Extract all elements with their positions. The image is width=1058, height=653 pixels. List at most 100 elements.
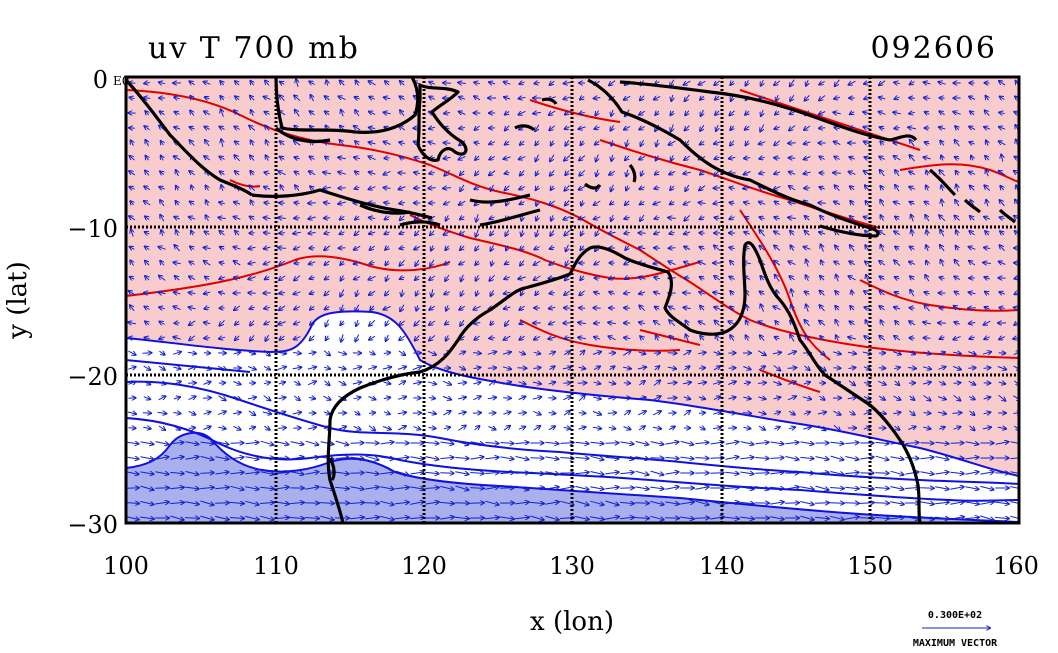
- wind-vector: [475, 245, 479, 250]
- wind-vector: [746, 140, 749, 146]
- wind-vector: [759, 187, 766, 190]
- wind-vector: [789, 125, 796, 131]
- wind-vector: [517, 368, 527, 369]
- wind-vector: [910, 82, 915, 85]
- wind-vector: [684, 232, 691, 234]
- wind-vector: [849, 172, 856, 175]
- wind-vector: [248, 293, 256, 294]
- wind-vector: [580, 97, 584, 100]
- wind-vector: [667, 353, 677, 354]
- wind-vector: [535, 124, 540, 131]
- wind-vector: [355, 141, 359, 145]
- wind-vector: [566, 244, 569, 252]
- wind-vector: [700, 141, 704, 144]
- wind-vector: [999, 81, 1006, 86]
- wind-vector: [487, 368, 496, 369]
- wind-vector: [249, 185, 256, 191]
- wind-vector: [821, 260, 823, 266]
- wind-vector: [369, 97, 375, 99]
- wind-vector: [280, 141, 285, 145]
- wind-vector: [715, 111, 719, 115]
- wind-vector: [579, 169, 586, 175]
- wind-vector: [293, 232, 301, 233]
- wind-vector: [550, 247, 555, 249]
- wind-vector: [927, 230, 928, 236]
- wind-vector: [641, 170, 643, 175]
- wind-vector: [910, 140, 915, 147]
- wind-vector: [369, 128, 376, 129]
- wind-vector: [340, 261, 344, 265]
- wind-vector: [534, 260, 541, 265]
- wind-vector: [476, 229, 479, 236]
- wind-vector: [350, 443, 364, 444]
- wind-vector: [671, 94, 672, 101]
- chart-title: uv T 700 mb: [148, 31, 360, 66]
- wind-vector: [142, 353, 152, 354]
- wind-vector: [910, 202, 915, 205]
- wind-vector: [849, 157, 855, 159]
- wind-vector: [504, 97, 511, 99]
- wind-vector: [472, 413, 481, 414]
- wind-vector: [624, 96, 631, 100]
- wind-vector: [971, 156, 973, 161]
- wind-vector: [534, 83, 540, 84]
- wind-vector: [206, 186, 209, 191]
- wind-vector: [955, 126, 959, 130]
- wind-vector: [594, 98, 601, 99]
- wind-vector: [850, 216, 855, 220]
- wind-vector: [189, 217, 196, 219]
- wind-vector: [700, 124, 704, 131]
- wind-vector: [911, 230, 912, 237]
- wind-vector: [969, 172, 976, 175]
- wind-vector: [536, 215, 538, 220]
- wind-vector: [820, 216, 824, 221]
- date-stamp: 092606: [870, 31, 997, 66]
- wind-vector: [834, 157, 840, 160]
- wind-vector: [863, 127, 871, 129]
- wind-vector: [249, 126, 256, 131]
- wind-vector: [144, 126, 150, 130]
- wind-vector: [354, 277, 361, 280]
- wind-vector: [265, 112, 270, 115]
- wind-vector: [790, 112, 795, 114]
- wind-vector: [399, 232, 405, 234]
- vector-key-label: MAXIMUM VECTOR: [913, 638, 998, 649]
- wind-vector: [895, 170, 900, 177]
- wind-vector: [700, 96, 704, 100]
- wind-vector: [174, 156, 181, 160]
- wind-vector: [806, 275, 809, 282]
- wind-vector: [459, 112, 466, 115]
- wind-vector: [579, 112, 586, 114]
- wind-vector: [775, 111, 779, 114]
- wind-vector: [219, 157, 225, 160]
- wind-vector: [953, 112, 961, 115]
- wind-vector: [354, 262, 361, 264]
- wind-vector: [969, 231, 975, 235]
- wind-vector: [745, 217, 749, 220]
- wind-vector: [849, 261, 855, 264]
- wind-vector: [235, 96, 239, 99]
- wind-vector: [653, 202, 661, 205]
- wind-vector: [834, 127, 840, 128]
- wind-vector: [875, 473, 888, 474]
- wind-vector: [220, 81, 224, 85]
- wind-vector: [129, 187, 135, 189]
- wind-vector: [714, 202, 721, 204]
- wind-vector: [400, 247, 405, 248]
- wind-vector: [684, 201, 691, 204]
- wind-vector: [145, 216, 149, 219]
- wind-vector: [580, 276, 584, 280]
- wind-vector: [520, 170, 525, 176]
- wind-vector: [819, 232, 826, 234]
- wind-vector: [324, 232, 330, 233]
- wind-vector: [280, 157, 285, 160]
- wind-vector: [596, 169, 598, 177]
- wind-vector: [490, 217, 495, 219]
- wind-vector: [654, 232, 661, 234]
- wind-vector: [785, 503, 799, 504]
- wind-vector: [398, 173, 406, 174]
- vector-key-value: 0.300E+02: [928, 610, 982, 621]
- wind-vector: [204, 82, 211, 85]
- wind-vector: [203, 398, 211, 399]
- wind-vector: [505, 229, 508, 236]
